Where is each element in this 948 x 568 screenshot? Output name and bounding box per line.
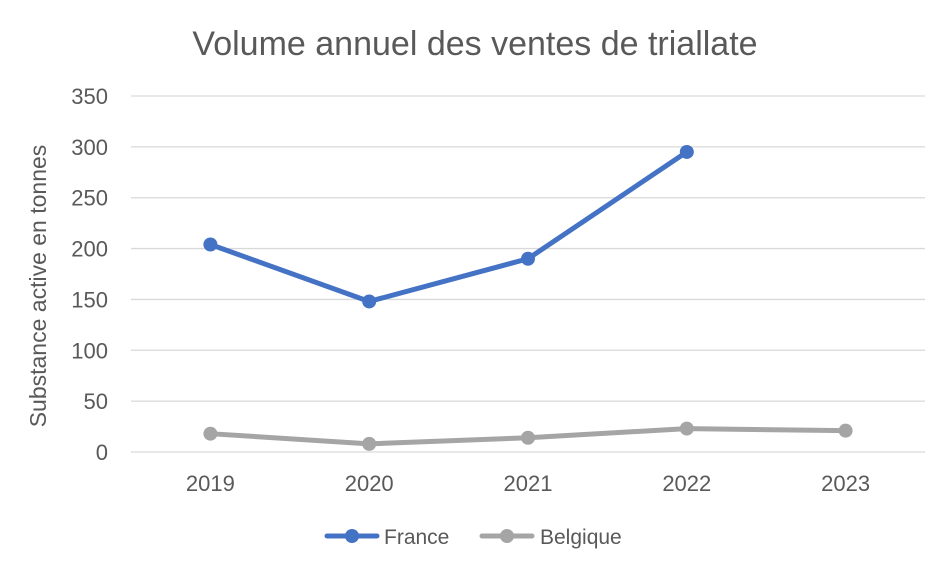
y-tick-label: 0	[96, 440, 108, 465]
y-tick-label: 100	[71, 338, 108, 363]
data-point	[203, 237, 218, 252]
data-point	[362, 436, 377, 451]
legend-swatch-marker	[500, 529, 514, 543]
y-axis-title: Substance active en tonnes	[25, 145, 51, 428]
legend-item-belgique: Belgique	[479, 526, 622, 549]
legend-label: Belgique	[540, 526, 622, 549]
y-tick-label: 300	[71, 135, 108, 160]
series-line	[207, 149, 690, 304]
legend-label: France	[384, 526, 449, 549]
gridlines	[131, 95, 925, 453]
y-tick-label: 250	[71, 186, 108, 211]
series-france	[203, 144, 694, 309]
y-tick-label: 200	[71, 237, 108, 262]
x-tick-label: 2022	[662, 471, 711, 496]
y-tick-label: 150	[71, 287, 108, 312]
series-belgique	[203, 421, 853, 451]
y-tick-label: 350	[71, 84, 108, 109]
data-point	[838, 423, 853, 438]
legend-item-france: France	[324, 526, 449, 549]
series-lines	[203, 144, 853, 451]
data-point	[521, 251, 535, 266]
x-axis-ticks: 2019 2020 2021 2022 2023	[186, 471, 870, 496]
data-point	[521, 430, 535, 445]
data-point	[679, 421, 694, 436]
data-point	[203, 426, 218, 441]
data-point	[679, 144, 694, 159]
y-tick-label: 50	[84, 389, 108, 414]
legend-swatch-marker	[345, 529, 359, 543]
x-tick-label: 2023	[821, 471, 870, 496]
data-point	[362, 294, 377, 309]
legend: France Belgique	[324, 526, 622, 549]
x-tick-label: 2020	[345, 471, 394, 496]
x-tick-label: 2019	[186, 471, 235, 496]
x-tick-label: 2021	[504, 471, 553, 496]
y-axis-ticks: 0 50 100 150 200 250 300 350	[71, 84, 108, 465]
chart-title: Volume annuel des ventes de triallate	[192, 25, 757, 63]
